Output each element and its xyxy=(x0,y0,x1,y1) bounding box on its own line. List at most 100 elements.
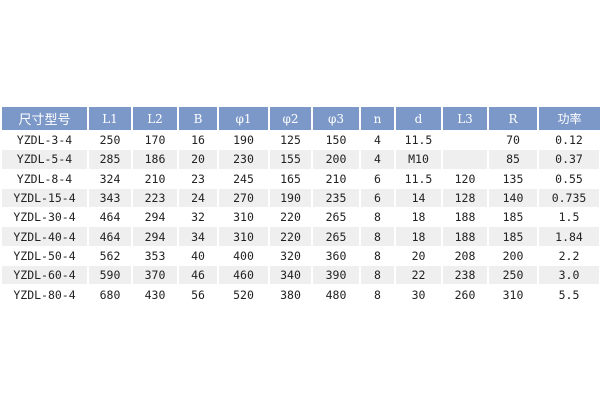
table-cell: 5.5 xyxy=(538,284,600,304)
column-header: L1 xyxy=(88,107,133,131)
table-cell: M10 xyxy=(395,149,443,170)
table-cell: 480 xyxy=(312,284,361,304)
table-cell: 14 xyxy=(395,187,443,208)
table-cell: 590 xyxy=(88,265,133,285)
table-cell: 460 xyxy=(218,265,270,285)
table-cell: 200 xyxy=(488,245,539,266)
table-cell: 32 xyxy=(178,207,219,227)
table-cell: 34 xyxy=(178,226,219,247)
table-cell: 186 xyxy=(132,149,179,170)
table-cell: 190 xyxy=(269,187,313,208)
table-cell: 188 xyxy=(442,226,489,247)
table-cell: 70 xyxy=(488,129,539,150)
table-row: YZDL-3-4 250 170 16 190 125 150 4 11.5 70 0.12 xyxy=(2,129,600,150)
table-cell: 260 xyxy=(442,284,489,304)
table-cell: 2.2 xyxy=(538,245,600,266)
table-cell: 170 xyxy=(132,129,179,150)
table-cell: YZDL-60-4 xyxy=(2,265,89,285)
table-row: YZDL-30-4 464 294 32 310 220 265 8 18 188 185 1.5 xyxy=(2,207,600,227)
table-cell: 125 xyxy=(269,129,313,150)
table-cell: 185 xyxy=(488,226,539,247)
table-cell: 235 xyxy=(312,187,361,208)
table-cell: 0.12 xyxy=(538,129,600,150)
table-cell: 360 xyxy=(312,245,361,266)
table-cell: 265 xyxy=(312,226,361,247)
table-cell: 120 xyxy=(442,168,489,189)
table-cell: 4 xyxy=(360,129,396,150)
table-cell: 30 xyxy=(395,284,443,304)
table-row: YZDL-40-4 464 294 34 310 220 265 8 18 188 185 1.84 xyxy=(2,226,600,247)
table-cell: 464 xyxy=(88,207,133,227)
table-row: YZDL-50-4 562 353 40 400 320 360 8 20 208 200 2.2 xyxy=(2,245,600,266)
table-cell: 265 xyxy=(312,207,361,227)
table-cell: 208 xyxy=(442,245,489,266)
table-cell: 190 xyxy=(218,129,270,150)
column-header: 功率 xyxy=(538,107,600,131)
table-cell: 0.37 xyxy=(538,149,600,170)
table-cell: 210 xyxy=(312,168,361,189)
table-cell: 353 xyxy=(132,245,179,266)
table-cell: YZDL-15-4 xyxy=(2,187,89,208)
table-cell: 200 xyxy=(312,149,361,170)
table-cell: 340 xyxy=(269,265,313,285)
table-cell: 562 xyxy=(88,245,133,266)
table-cell: 188 xyxy=(442,207,489,227)
table-cell: 22 xyxy=(395,265,443,285)
table-cell: YZDL-5-4 xyxy=(2,149,89,170)
table-cell: 8 xyxy=(360,226,396,247)
table-cell: 8 xyxy=(360,245,396,266)
table-cell: 220 xyxy=(269,207,313,227)
table-cell: 6 xyxy=(360,168,396,189)
column-header: R xyxy=(488,107,539,131)
table-row: YZDL-15-4 343 223 24 270 190 235 6 14 128 140 0.735 xyxy=(2,187,600,208)
column-header: φ3 xyxy=(312,107,361,131)
table-cell: 223 xyxy=(132,187,179,208)
table-cell: 6 xyxy=(360,187,396,208)
table-cell: 320 xyxy=(269,245,313,266)
table-cell: YZDL-40-4 xyxy=(2,226,89,247)
table-cell: 16 xyxy=(178,129,219,150)
table-cell: 4 xyxy=(360,149,396,170)
table-cell: YZDL-30-4 xyxy=(2,207,89,227)
table-cell: 238 xyxy=(442,265,489,285)
table-cell: 18 xyxy=(395,226,443,247)
column-header: n xyxy=(360,107,396,131)
table-cell: 23 xyxy=(178,168,219,189)
table-cell: 0.55 xyxy=(538,168,600,189)
table-cell: 220 xyxy=(269,226,313,247)
table-cell: 245 xyxy=(218,168,270,189)
table-cell: 18 xyxy=(395,207,443,227)
table-cell: 8 xyxy=(360,284,396,304)
table-cell: 310 xyxy=(488,284,539,304)
table-cell xyxy=(442,149,489,170)
column-header: L3 xyxy=(442,107,489,131)
table-cell: 390 xyxy=(312,265,361,285)
table-cell: 270 xyxy=(218,187,270,208)
table-cell: YZDL-8-4 xyxy=(2,168,89,189)
table-cell: 56 xyxy=(178,284,219,304)
table-row: YZDL-5-4 285 186 20 230 155 200 4 M10 85 0.37 xyxy=(2,149,600,170)
table-cell: 294 xyxy=(132,226,179,247)
column-header: φ2 xyxy=(269,107,313,131)
column-header: 尺寸型号 xyxy=(2,107,89,131)
table-cell: 185 xyxy=(488,207,539,227)
table-cell: 11.5 xyxy=(395,168,443,189)
table-cell: 40 xyxy=(178,245,219,266)
table-cell: 250 xyxy=(88,129,133,150)
table-row: YZDL-80-4 680 430 56 520 380 480 8 30 260 310 5.5 xyxy=(2,284,600,304)
table-cell: 324 xyxy=(88,168,133,189)
table-cell: 150 xyxy=(312,129,361,150)
table-cell: 310 xyxy=(218,226,270,247)
table-cell: 20 xyxy=(395,245,443,266)
table-cell: 400 xyxy=(218,245,270,266)
table-row: YZDL-60-4 590 370 46 460 340 390 8 22 238 250 3.0 xyxy=(2,265,600,285)
table-cell: 343 xyxy=(88,187,133,208)
column-header: φ1 xyxy=(218,107,270,131)
table-cell: 11.5 xyxy=(395,129,443,150)
table-cell: 430 xyxy=(132,284,179,304)
table-cell: 1.5 xyxy=(538,207,600,227)
table-cell: 8 xyxy=(360,265,396,285)
table-cell: 8 xyxy=(360,207,396,227)
table-cell: 210 xyxy=(132,168,179,189)
